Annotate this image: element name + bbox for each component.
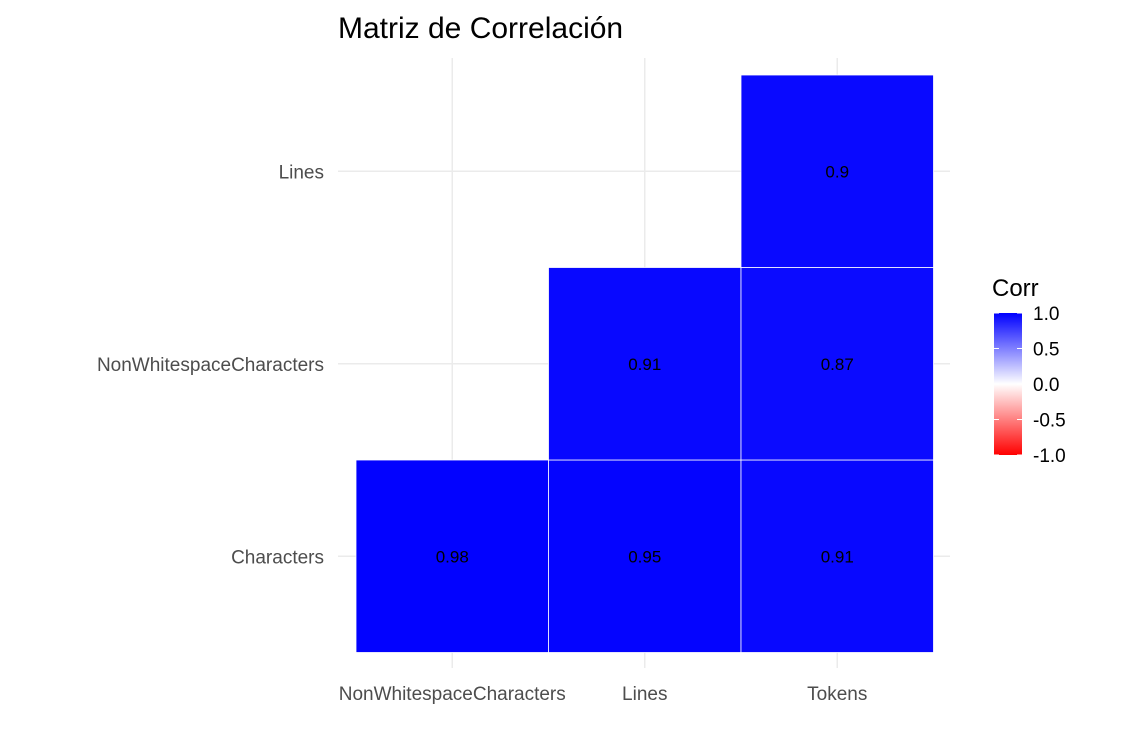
color-legend: Corr 1.0 0.5 0.0 -0.5 -1.0	[992, 275, 1066, 467]
legend-tick-label: 0.5	[1033, 340, 1059, 361]
heatmap-cells	[355, 74, 934, 653]
x-axis-ticks: NonWhitespaceCharacters Lines Tokens	[339, 684, 868, 705]
legend-tick-label: 1.0	[1033, 304, 1059, 325]
heatmap-cell	[740, 74, 934, 268]
x-tick-label: Lines	[622, 684, 667, 705]
heatmap-cell	[740, 459, 934, 653]
cell-value-label: 0.98	[436, 547, 469, 566]
heatmap-cell	[740, 267, 934, 461]
legend-tick-label: 0.0	[1033, 375, 1059, 396]
y-tick-label: Lines	[279, 162, 324, 183]
legend-title: Corr	[992, 275, 1039, 302]
heatmap-cell	[355, 459, 549, 653]
cell-value-label: 0.9	[825, 162, 849, 181]
legend-tick-label: -1.0	[1033, 446, 1066, 467]
x-tick-label: NonWhitespaceCharacters	[339, 684, 566, 705]
legend-tick-label: -0.5	[1033, 411, 1066, 432]
y-axis-ticks: Characters NonWhitespaceCharacters Lines	[97, 162, 324, 568]
x-tick-label: Tokens	[807, 684, 867, 705]
chart-title: Matriz de Correlación	[338, 12, 623, 45]
cell-value-label: 0.91	[628, 355, 661, 374]
cell-value-label: 0.91	[821, 547, 854, 566]
legend-ticks: 1.0 0.5 0.0 -0.5 -1.0	[994, 304, 1066, 467]
cell-value-label: 0.95	[628, 547, 661, 566]
y-tick-label: NonWhitespaceCharacters	[97, 355, 324, 376]
cell-value-label: 0.87	[821, 355, 854, 374]
y-tick-label: Characters	[231, 547, 324, 568]
heatmap-cell-labels: 0.98 0.95 0.91 0.91 0.87 0.9	[436, 162, 854, 566]
heatmap-cell	[548, 267, 742, 461]
